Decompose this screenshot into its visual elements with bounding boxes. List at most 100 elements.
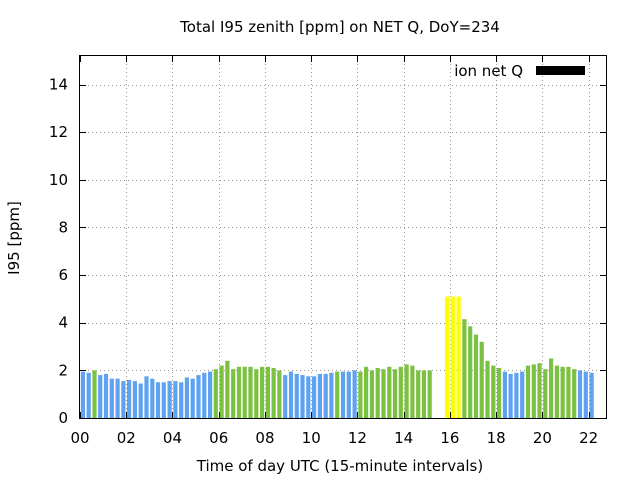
bar xyxy=(138,383,143,418)
bar xyxy=(92,370,97,418)
bar xyxy=(208,371,213,418)
bar xyxy=(508,373,513,418)
bar xyxy=(225,360,230,418)
y-tick-label: 0 xyxy=(58,409,68,427)
x-tick-label: 06 xyxy=(209,429,228,447)
bar xyxy=(150,378,155,418)
bar xyxy=(144,376,149,418)
x-tick-label: 12 xyxy=(348,429,367,447)
y-tick-label: 4 xyxy=(58,314,68,332)
bar xyxy=(103,373,109,418)
x-tick-label: 16 xyxy=(440,429,459,447)
x-tick-label: 02 xyxy=(117,429,136,447)
bars xyxy=(80,296,594,419)
bar xyxy=(421,370,426,418)
y-tick-label: 12 xyxy=(49,123,68,141)
bar xyxy=(271,368,276,418)
bar xyxy=(381,369,386,418)
bar xyxy=(132,381,137,418)
bar xyxy=(127,379,132,418)
x-tick-label: 04 xyxy=(163,429,182,447)
y-tick-label: 14 xyxy=(49,76,68,94)
chart-title: Total I95 zenith [ppm] on NET Q, DoY=234 xyxy=(179,18,500,36)
bar xyxy=(242,366,247,418)
bar xyxy=(98,375,103,418)
bar xyxy=(323,373,328,418)
bar xyxy=(537,363,542,418)
bar xyxy=(485,360,490,418)
bar xyxy=(86,372,91,419)
bar xyxy=(583,371,588,418)
x-tick-label: 20 xyxy=(533,429,552,447)
y-axis-label: I95 [ppm] xyxy=(5,201,23,275)
bar xyxy=(404,364,409,418)
bar xyxy=(502,371,507,418)
bar xyxy=(525,365,531,418)
bar xyxy=(560,366,565,418)
bar xyxy=(109,378,114,418)
legend-label: ion net Q xyxy=(454,62,523,80)
bar xyxy=(161,382,166,418)
x-tick-label: 18 xyxy=(487,429,506,447)
bar xyxy=(497,368,502,418)
bar xyxy=(80,371,85,418)
bar xyxy=(196,375,201,418)
bar xyxy=(456,296,461,418)
legend: ion net Q xyxy=(454,62,585,80)
bar xyxy=(468,326,473,418)
bar xyxy=(491,365,496,418)
bar xyxy=(392,369,398,418)
bar xyxy=(317,373,322,418)
bar xyxy=(115,378,120,418)
bar xyxy=(312,376,317,418)
bar xyxy=(184,377,189,418)
bar xyxy=(416,370,421,418)
bar xyxy=(479,341,484,418)
axis-ticks xyxy=(80,56,606,419)
bar xyxy=(260,366,265,418)
bar xyxy=(179,382,184,418)
bar xyxy=(231,369,236,418)
bar xyxy=(121,381,126,418)
bar xyxy=(265,366,270,418)
bar xyxy=(167,381,172,418)
bar xyxy=(398,366,403,418)
plot-frame xyxy=(79,55,607,419)
y-tick-label: 2 xyxy=(58,361,68,379)
x-tick-label: 08 xyxy=(255,429,274,447)
bar xyxy=(155,382,161,418)
bar xyxy=(283,375,288,418)
bar xyxy=(589,372,594,419)
bar xyxy=(277,370,282,418)
y-tick-label: 6 xyxy=(58,266,68,284)
bar xyxy=(254,369,259,418)
bar xyxy=(450,296,455,418)
x-axis-label: Time of day UTC (15-minute intervals) xyxy=(196,457,483,475)
bar xyxy=(410,365,415,418)
bar xyxy=(514,372,519,419)
bar xyxy=(387,366,392,418)
bar xyxy=(554,365,559,418)
bar xyxy=(549,358,554,418)
bar xyxy=(294,373,299,418)
bar xyxy=(340,371,346,418)
bar xyxy=(358,371,363,418)
bar xyxy=(520,371,525,418)
bar xyxy=(248,366,253,418)
bar xyxy=(531,364,536,418)
bar xyxy=(202,372,207,419)
bar xyxy=(543,369,548,418)
x-tick-label: 10 xyxy=(302,429,321,447)
bar xyxy=(445,296,450,418)
bar xyxy=(219,365,224,418)
bar xyxy=(577,370,583,418)
bar xyxy=(335,371,340,418)
bar xyxy=(473,334,479,418)
bar xyxy=(306,376,311,418)
bar xyxy=(300,375,305,418)
bar xyxy=(364,366,369,418)
bar xyxy=(566,366,571,418)
bar xyxy=(190,378,195,418)
bar xyxy=(173,381,178,418)
